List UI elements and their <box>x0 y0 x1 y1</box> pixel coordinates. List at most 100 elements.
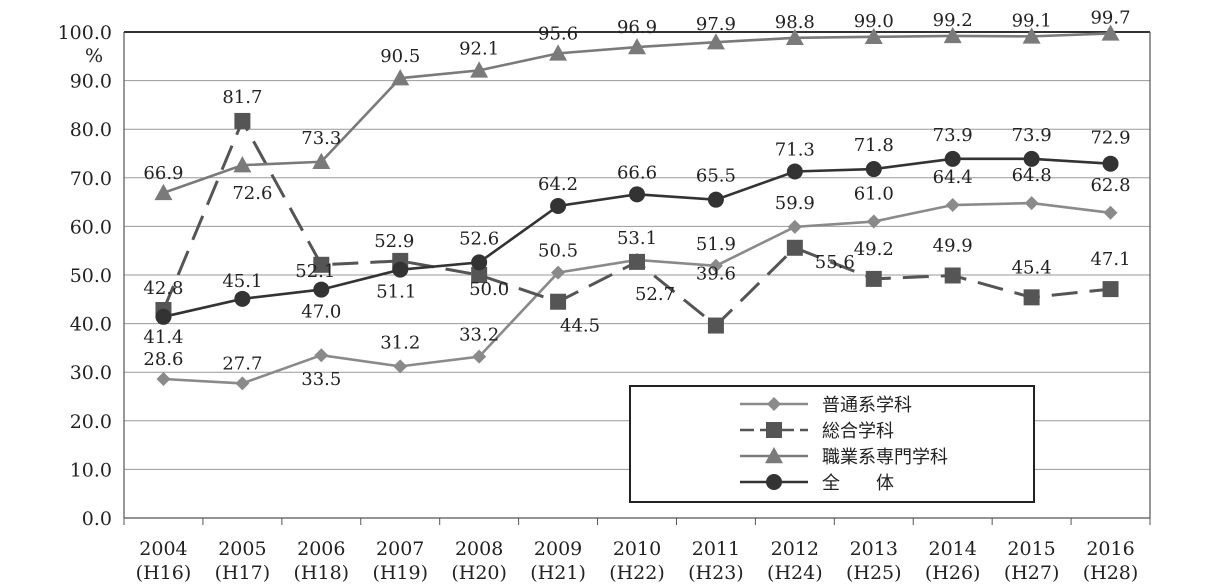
data-label: 47.1 <box>1090 249 1130 270</box>
data-label: 31.2 <box>380 332 420 353</box>
x-axis: 2004(H16) 2005(H17) 2006(H18) 2007(H19) 2008… <box>123 518 1151 584</box>
data-label: 62.8 <box>1090 175 1130 196</box>
y-tick-label: 80.0 <box>70 119 112 141</box>
data-point-diamond <box>314 348 329 363</box>
x-tick-label: 2014 <box>929 538 977 560</box>
data-label: 42.8 <box>143 278 183 299</box>
data-label: 99.1 <box>1012 10 1052 31</box>
legend-label-4: 全 体 <box>822 473 894 494</box>
data-point-circle <box>944 150 961 167</box>
data-point-circle <box>786 163 803 180</box>
data-label: 72.6 <box>232 183 272 204</box>
data-point-circle <box>1023 150 1040 167</box>
data-point-diamond <box>235 376 250 391</box>
legend-label-2: 総合学科 <box>822 421 894 442</box>
x-tick-label: 2015 <box>1007 538 1055 560</box>
data-point-diamond <box>1024 196 1039 211</box>
y-tick-label: 10.0 <box>70 459 112 481</box>
data-point-square <box>234 112 251 129</box>
x-tick-sublabel: (H16) <box>136 562 192 582</box>
legend-label-1: 普通系学科 <box>822 395 912 416</box>
data-label: 51.9 <box>696 234 736 255</box>
data-point-triangle <box>233 156 252 173</box>
data-point-triangle <box>943 26 962 44</box>
y-tick-label: 70.0 <box>70 168 112 190</box>
data-label: 47.0 <box>301 302 341 323</box>
data-point-square <box>786 239 803 256</box>
data-label: 27.7 <box>222 353 262 374</box>
data-point-triangle <box>470 61 489 78</box>
data-label: 61.0 <box>854 184 894 205</box>
data-label: 44.5 <box>560 316 600 337</box>
y-tick-label: 100.0 <box>58 22 112 44</box>
x-tick-sublabel: (H21) <box>530 562 586 582</box>
data-label: 92.1 <box>459 38 499 59</box>
x-tick-sublabel: (H26) <box>925 562 981 582</box>
data-point-square <box>944 267 961 284</box>
legend-label-3: 職業系専門学科 <box>822 447 948 468</box>
data-point-circle <box>234 290 251 307</box>
y-tick-label: 60.0 <box>70 216 112 238</box>
data-label: 71.8 <box>854 135 894 156</box>
data-label: 52.7 <box>635 284 675 305</box>
legend-marker-square <box>766 422 782 438</box>
data-label: 64.4 <box>933 167 973 188</box>
data-point-circle <box>155 308 172 325</box>
data-label: 72.9 <box>1090 128 1130 149</box>
data-label: 52.9 <box>374 231 414 252</box>
y-tick-label: 30.0 <box>70 362 112 384</box>
x-tick-sublabel: (H20) <box>451 562 507 582</box>
data-label: 66.9 <box>143 163 183 184</box>
data-point-circle <box>707 191 724 208</box>
data-point-circle <box>550 197 567 214</box>
data-point-triangle <box>154 183 173 201</box>
x-tick-sublabel: (H24) <box>767 562 823 582</box>
x-tick-sublabel: (H18) <box>294 562 350 582</box>
data-label: 97.9 <box>696 14 736 35</box>
data-label: 73.3 <box>301 128 341 149</box>
y-unit-label: % <box>85 45 103 67</box>
data-point-triangle <box>1101 24 1120 41</box>
data-labels: 28.6 27.7 33.5 31.2 33.2 50.5 53.1 51.9 59.9 61.0… <box>143 7 1130 390</box>
data-point-triangle <box>1022 27 1041 44</box>
series-lines <box>162 32 1111 385</box>
data-label: 51.1 <box>376 282 416 303</box>
legend-box <box>629 385 1035 503</box>
data-point-triangle <box>391 69 410 86</box>
data-label: 49.2 <box>854 239 894 260</box>
x-tick-sublabel: (H19) <box>372 562 428 582</box>
data-point-triangle <box>864 27 883 45</box>
data-point-triangle <box>785 28 804 46</box>
x-tick-label: 2016 <box>1086 538 1134 560</box>
data-point-triangle <box>312 152 331 169</box>
data-point-circle <box>392 261 409 278</box>
data-label: 50.5 <box>538 241 578 262</box>
x-tick-label: 2011 <box>692 538 740 560</box>
plot-frame <box>123 31 1151 519</box>
x-tick-sublabel: (H22) <box>609 562 665 582</box>
data-point-diamond <box>156 372 171 387</box>
x-tick-label: 2008 <box>455 538 503 560</box>
data-point-square <box>865 270 882 287</box>
data-label: 33.2 <box>459 325 499 346</box>
data-point-circle <box>629 186 645 203</box>
data-label: 45.1 <box>222 271 262 292</box>
data-point-diamond <box>472 349 487 364</box>
series-markers <box>154 24 1120 391</box>
data-point-square <box>707 317 724 334</box>
data-label: 50.0 <box>469 279 509 300</box>
data-point-circle <box>471 254 488 271</box>
data-label: 49.9 <box>933 235 973 256</box>
data-label: 95.6 <box>538 23 578 44</box>
x-tick-sublabel: (H23) <box>688 562 744 582</box>
y-tick-label: 20.0 <box>70 411 112 433</box>
x-tick-label: 2005 <box>218 538 266 560</box>
data-label: 66.6 <box>617 162 657 183</box>
legend-marker-diamond <box>767 397 781 411</box>
x-tick-label: 2009 <box>534 538 582 560</box>
x-tick-sublabel: (H28) <box>1083 562 1139 582</box>
data-point-triangle <box>549 44 568 61</box>
x-tick-label: 2006 <box>297 538 345 560</box>
data-label: 73.9 <box>933 125 973 146</box>
